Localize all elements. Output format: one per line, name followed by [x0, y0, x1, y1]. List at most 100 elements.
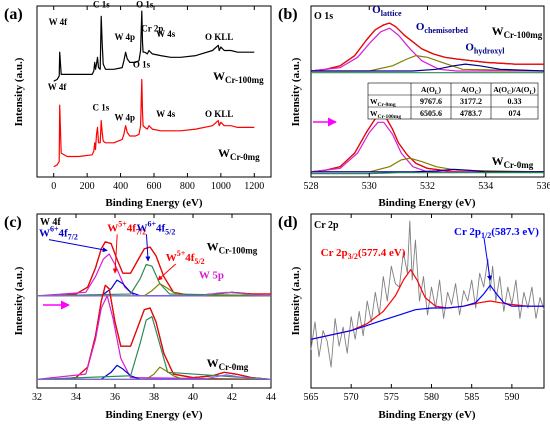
- series-line-w: [53, 78, 255, 168]
- table-cell: 074: [509, 109, 521, 118]
- peak-annotation: O KLL: [205, 109, 233, 119]
- table-frame: [367, 82, 539, 120]
- x-tick-label: 34: [71, 392, 81, 403]
- x-tick-label: 590: [504, 392, 519, 403]
- series-line-w-5p: [37, 374, 272, 380]
- x-tick-label: 528: [304, 181, 319, 192]
- x-tick-label: 40: [188, 392, 198, 403]
- x-tick-label: 42: [227, 392, 237, 403]
- x-tick-label: 0: [51, 181, 56, 192]
- x-tick-label: 32: [32, 392, 42, 403]
- series-line-w-5p: [37, 291, 272, 297]
- x-tick-label: 530: [362, 181, 377, 192]
- panel-d-peak-labels: Cr 2p3/2​(577.4 eV) Cr 2p1/2​(587.3 eV): [321, 226, 539, 281]
- series-line-o-chemisorbed: [311, 55, 545, 72]
- panel-c: (c) W 4f 32 34 36 38 40 42 44 W6+​4f7/2​ W5+​4f…: [4, 213, 276, 421]
- panel-c-x-label: Binding Energy (eV): [105, 409, 203, 421]
- panel-c-plot: [36, 241, 272, 380]
- peak-annotation: O 1s: [136, 0, 154, 10]
- x-tick-label: 1000: [211, 181, 231, 192]
- panel-c-corner-label: W 4f: [40, 217, 61, 228]
- table-header: A(OC): [461, 85, 482, 96]
- peak-label-arrow: [48, 239, 108, 253]
- panel-a-x-ticks: 0 200 400 600 800 1000 1200: [51, 6, 264, 192]
- panel-b-peak-labels: Olattice Ochemisorbed Ohydroxyl: [372, 4, 505, 56]
- peak-annotation: W 4p: [114, 32, 135, 42]
- peak-annotation: Cr 2p: [141, 24, 163, 34]
- panel-d-letter: (d): [278, 214, 298, 231]
- panel-a-letter: (a): [4, 6, 23, 23]
- peak-label: Cr 2p3/2​(577.4 eV): [321, 247, 406, 261]
- x-tick-label: 38: [149, 392, 159, 403]
- panel-b-letter: (b): [278, 6, 298, 23]
- peak-label-arrow: [145, 234, 151, 262]
- peak-label: Olattice: [372, 4, 402, 18]
- panel-a-sample-label-100: WCr-100mg: [213, 69, 264, 85]
- series-line-fit-envelope: [37, 284, 272, 380]
- panel-b-y-label: Intensity (a.u.): [290, 57, 302, 126]
- x-tick-label: 600: [147, 181, 162, 192]
- peak-label: Cr 2p1/2​(587.3 eV): [454, 226, 539, 240]
- peak-label: W5+​4f5/2​: [166, 249, 205, 266]
- sample-label: WCr-0mg: [492, 154, 534, 170]
- peak-label: Ohydroxyl: [465, 41, 505, 55]
- peak-annotation: W 4s: [156, 109, 176, 119]
- panel-b-corner-label: O 1s: [314, 11, 333, 22]
- panel-a-x-label: Binding Energy (eV): [105, 197, 203, 209]
- series-line-w6-4f5-2: [36, 316, 272, 380]
- panel-c-x-ticks: 32 34 36 38 40 42 44: [32, 214, 276, 403]
- x-tick-label: 585: [464, 392, 479, 403]
- series-line-o-lattice: [310, 121, 544, 173]
- series-line-experimental: [310, 220, 545, 368]
- peak-label: Ochemisorbed: [416, 21, 469, 35]
- series-line-fit-envelope: [310, 22, 544, 72]
- panel-b-plot: [310, 22, 545, 175]
- sample-label: WCr-100mg: [207, 240, 258, 256]
- x-tick-label: 575: [384, 392, 399, 403]
- peak-annotation: W 4s: [156, 29, 176, 39]
- peak-label-arrow: [483, 237, 492, 281]
- panel-b-x-label: Binding Energy (eV): [378, 197, 476, 209]
- x-tick-label: 580: [424, 392, 439, 403]
- panel-b-x-ticks: 528 530 532 534 536: [304, 6, 550, 192]
- table-cell: 6505.6: [420, 109, 442, 118]
- panel-d-frame: [310, 213, 545, 389]
- x-tick-label: 1200: [244, 181, 264, 192]
- panel-d-plot: [310, 220, 545, 368]
- panel-d: (d) Cr 2p 565 570 575 580 585 590 Cr 2p3/2​(5…: [278, 213, 545, 421]
- x-tick-label: 400: [113, 181, 128, 192]
- panel-c-peak-labels: W6+​4f7/2​ W5+​4f7/2​W6+​4f5/2​ W5+​4f5/2​…: [39, 219, 224, 281]
- panel-c-sample-labels: WCr-100mg WCr-0mg: [207, 240, 258, 373]
- panel-b-sample-labels: WCr-100mg WCr-0mg: [492, 24, 543, 170]
- panel-c-y-label: Intensity (a.u.): [13, 266, 25, 335]
- svg-text:WCr-0mg: WCr-0mg: [218, 146, 260, 162]
- peak-annotation: C 1s: [92, 102, 109, 112]
- table-row-sample: WCr-100mg: [370, 109, 401, 120]
- x-tick-label: 570: [344, 392, 359, 403]
- panel-a-sample-label-0: WCr-0mg: [218, 146, 260, 162]
- table-cell: 0.33: [508, 97, 522, 106]
- series-line-w6-4f7-2: [36, 295, 272, 380]
- panel-a-y-label: Intensity (a.u.): [13, 57, 25, 126]
- x-tick-label: 36: [110, 392, 120, 403]
- sample-label: WCr-100mg: [492, 24, 543, 40]
- peak-label-arrow: [112, 234, 118, 274]
- x-tick-label: 200: [80, 181, 95, 192]
- peak-label-arrow: [157, 263, 177, 281]
- table-header: A(OL): [421, 85, 441, 96]
- table-header: A(OC)/A(OL): [493, 85, 536, 96]
- panel-d-x-label: Binding Energy (eV): [378, 409, 476, 421]
- x-tick-label: 565: [304, 392, 319, 403]
- series-line-o-lattice: [310, 27, 544, 72]
- panel-d-y-label: Intensity (a.u.): [290, 266, 302, 335]
- panel-b: (b) O 1s 528 530 532 534 536 Olattice Ochemis…: [278, 4, 550, 209]
- peak-label: W5+​4f7/2​: [107, 219, 146, 236]
- peak-label: W6+​4f7/2​: [39, 225, 78, 242]
- series-line-w: [53, 10, 255, 82]
- series-line-o-hydroxyl: [311, 63, 545, 72]
- panel-a: (a) 0 200 400 600 800 1000 1200 W 4f C 1s O 1s W …: [4, 0, 272, 209]
- peak-annotation: W 4f: [49, 17, 69, 27]
- panel-d-x-ticks: 565 570 575 580 585 590: [304, 214, 519, 403]
